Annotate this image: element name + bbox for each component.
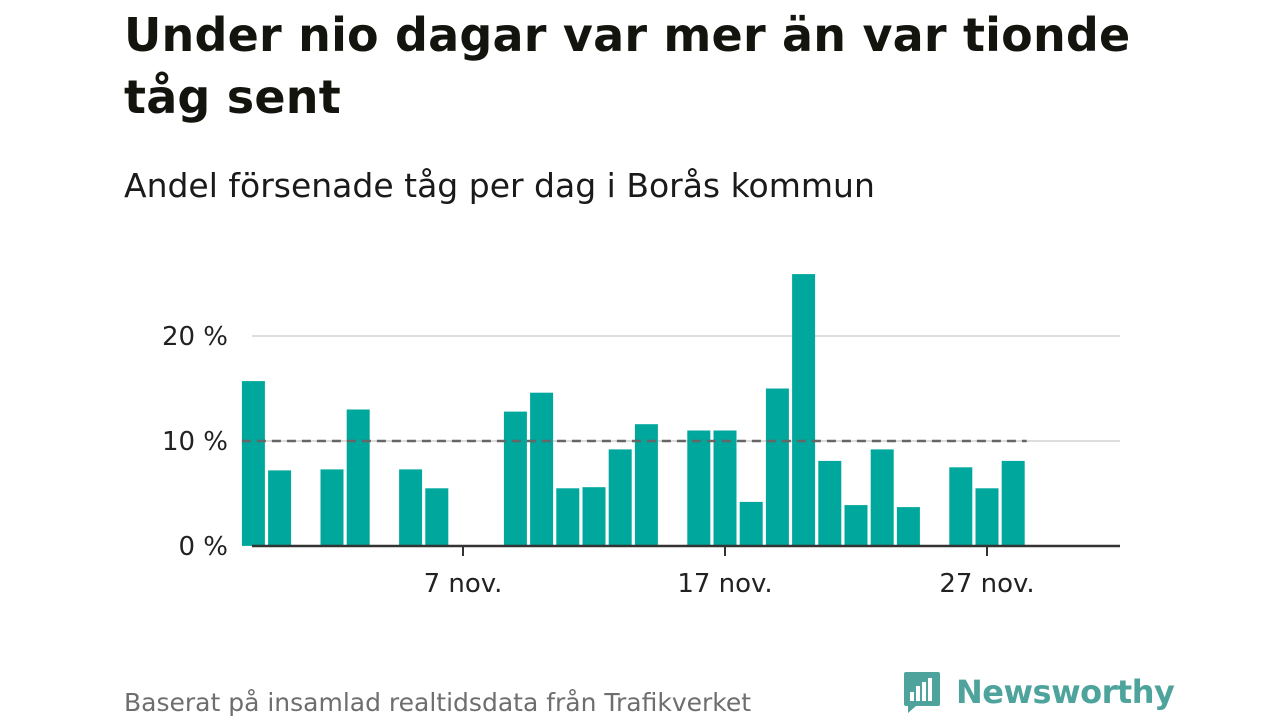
bar — [582, 487, 606, 546]
y-tick-label: 10 % — [162, 427, 228, 457]
bar — [346, 409, 370, 546]
bar — [268, 470, 292, 546]
bar — [687, 430, 711, 546]
chart-title: Under nio dagar var mer än var tionde tå… — [124, 8, 1131, 124]
bar — [765, 388, 789, 546]
bar — [818, 460, 842, 546]
x-tick-label: 7 nov. — [424, 569, 503, 599]
bar — [739, 501, 763, 546]
bar — [241, 381, 265, 546]
bar — [425, 488, 449, 547]
bar — [1001, 460, 1025, 546]
newsworthy-logo-icon — [904, 672, 940, 713]
chart-subtitle: Andel försenade tåg per dag i Borås komm… — [124, 166, 875, 205]
bar-chart: 0 % 10 % 20 % 7 nov. 17 nov. 27 nov. — [162, 274, 1120, 599]
x-axis-labels: 7 nov. 17 nov. 27 nov. — [424, 569, 1035, 599]
newsworthy-logo-text: Newsworthy — [956, 673, 1175, 711]
bar — [870, 449, 894, 546]
source-note: Baserat på insamlad realtidsdata från Tr… — [124, 688, 752, 717]
bar — [503, 411, 527, 546]
bar — [320, 469, 344, 546]
bar — [608, 449, 632, 546]
x-tick-label: 17 nov. — [677, 569, 772, 599]
newsworthy-logo: Newsworthy — [902, 670, 1175, 714]
y-tick-label: 0 % — [178, 532, 228, 562]
x-tick-label: 27 nov. — [939, 569, 1034, 599]
x-axis — [252, 544, 1120, 556]
bar — [896, 507, 920, 546]
bar — [949, 467, 973, 547]
bars — [241, 274, 1025, 547]
y-axis-labels: 0 % 10 % 20 % — [162, 322, 228, 562]
bar — [399, 469, 423, 546]
bar — [975, 488, 999, 547]
grid-lines — [252, 335, 1120, 442]
bar — [792, 274, 816, 546]
bar — [556, 488, 580, 547]
bar — [634, 424, 658, 546]
y-tick-label: 20 % — [162, 322, 228, 352]
bar — [713, 430, 737, 546]
bar — [530, 392, 554, 546]
bar — [844, 505, 868, 546]
